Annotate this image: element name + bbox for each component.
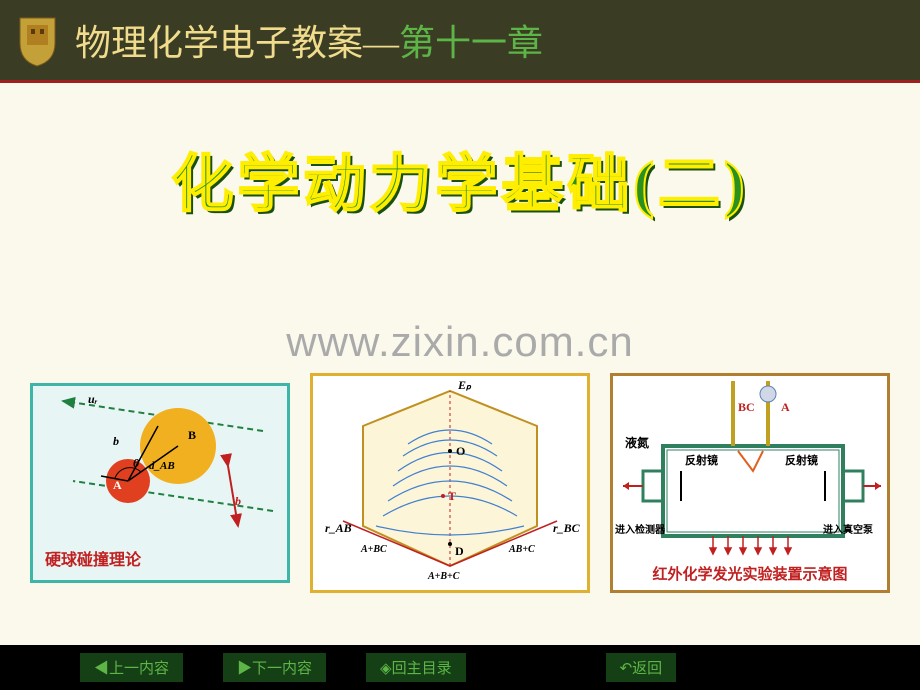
- label-Ep: Eₚ: [458, 378, 471, 393]
- label-abc3: A+B+C: [428, 571, 459, 582]
- label-abc1: A+BC: [361, 544, 387, 555]
- label-theta: θ: [133, 456, 139, 471]
- university-logo: [15, 13, 60, 68]
- caption-collision: 硬球碰撞理论: [45, 546, 141, 570]
- title-bar: 物理化学电子教案— 第十一章: [75, 14, 543, 66]
- label-b2: b: [235, 494, 241, 509]
- label-A: A: [781, 400, 790, 415]
- label-n2: 液氮: [625, 434, 649, 451]
- label-rBC: r_BC: [553, 521, 580, 536]
- next-button[interactable]: ▶下一内容: [223, 653, 326, 682]
- footer-bar: ◀上一内容 ▶下一内容 ◈回主目录 ↶返回: [0, 645, 920, 690]
- prev-button[interactable]: ◀上一内容: [80, 653, 183, 682]
- label-rAB: r_AB: [325, 521, 352, 536]
- menu-button[interactable]: ◈回主目录: [366, 653, 466, 682]
- label-O: O: [456, 444, 465, 459]
- caption-apparatus: 红外化学发光实验装置示意图: [613, 563, 887, 584]
- return-button[interactable]: ↶返回: [606, 653, 677, 682]
- diagram-pes: Eₚ r_AB r_BC A+BC AB+C A+B+C O D T: [310, 373, 590, 593]
- main-heading: 化学动力学基础(二): [0, 83, 920, 223]
- title-main: 物理化学电子教案—: [75, 14, 399, 66]
- title-chapter: 第十一章: [399, 14, 543, 66]
- label-b1: b: [113, 434, 119, 449]
- label-m1: 反射镜: [685, 452, 718, 468]
- label-A: A: [113, 478, 122, 493]
- diagram-collision: uᵣ b b A B θ d_AB 硬球碰撞理论: [30, 383, 290, 583]
- label-dab: d_AB: [149, 460, 175, 472]
- label-B: B: [188, 428, 196, 443]
- label-ur: uᵣ: [88, 392, 97, 407]
- watermark: www.zixin.com.cn: [0, 318, 920, 366]
- pes-svg: [313, 376, 587, 590]
- diagram-row: uᵣ b b A B θ d_AB 硬球碰撞理论: [0, 383, 920, 593]
- label-det: 进入检测器: [615, 521, 665, 536]
- label-abc2: AB+C: [509, 544, 535, 555]
- diagram-apparatus: BC A 液氮 反射镜 反射镜 进入检测器 进入真空泵 红外化学发光实验装置示意…: [610, 373, 890, 593]
- label-m2: 反射镜: [785, 452, 818, 468]
- header-bar: 物理化学电子教案— 第十一章: [0, 0, 920, 80]
- label-BC: BC: [738, 400, 755, 415]
- label-vac: 进入真空泵: [823, 521, 873, 536]
- label-D: D: [455, 544, 464, 559]
- content-area: 化学动力学基础(二) www.zixin.com.cn: [0, 80, 920, 645]
- label-T: T: [448, 489, 456, 504]
